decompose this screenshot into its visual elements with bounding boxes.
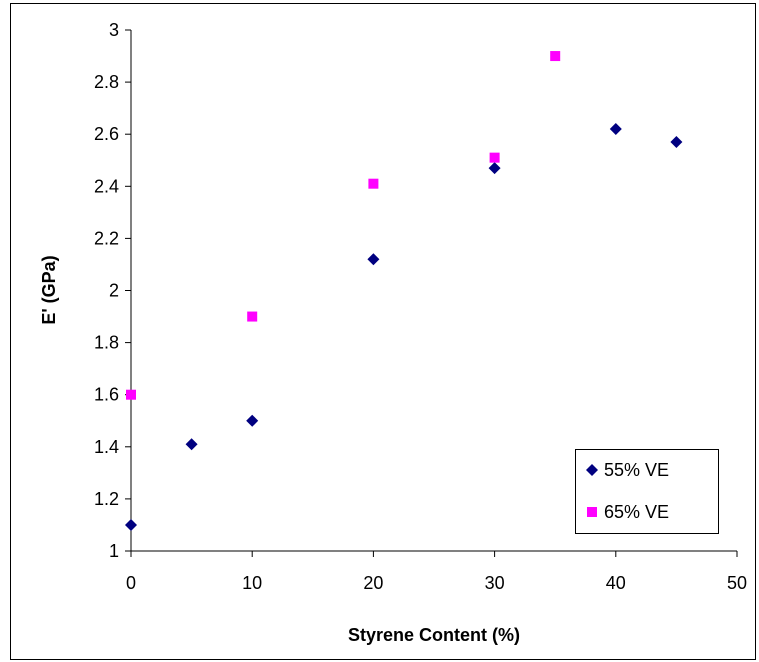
plot-area: 1 1.2 1.4 1.6 1.8 2 2.2 2.4 2.6 2.8 3 0 10 20 30 40 50 (94, 20, 747, 593)
data-point-series-2 (247, 311, 258, 322)
y-tick-label: 2.8 (94, 72, 119, 92)
y-tick-label: 1.8 (94, 333, 119, 353)
legend-marker-series-1 (586, 464, 598, 476)
data-point-series-1 (488, 162, 501, 175)
data-point-series-1 (246, 414, 259, 427)
legend-entries: 55% VE 65% VE (586, 460, 669, 522)
y-ticks: 1 1.2 1.4 1.6 1.8 2 2.2 2.4 2.6 2.8 3 (94, 20, 131, 561)
x-tick-label: 0 (126, 573, 136, 593)
chart-frame (10, 3, 756, 660)
y-tick-label: 1.4 (94, 437, 119, 457)
data-point-series-1 (609, 122, 622, 135)
y-tick-label: 2 (109, 281, 119, 301)
legend: 55% VE 65% VE (575, 449, 719, 534)
legend-label: 55% VE (604, 460, 669, 480)
x-tick-label: 20 (363, 573, 383, 593)
x-ticks: 0 10 20 30 40 50 (126, 551, 747, 593)
legend-box (575, 449, 719, 534)
y-tick-label: 3 (109, 20, 119, 40)
y-tick-label: 2.6 (94, 124, 119, 144)
data-markers (125, 51, 683, 531)
x-tick-label: 30 (485, 573, 505, 593)
y-tick-label: 1.2 (94, 489, 119, 509)
data-point-series-2 (489, 152, 500, 163)
x-tick-label: 40 (606, 573, 626, 593)
y-axis-title: E' (GPa) (39, 255, 59, 324)
data-point-series-1 (125, 518, 137, 531)
legend-label: 65% VE (604, 502, 669, 522)
data-point-series-2 (550, 51, 561, 62)
data-point-series-1 (670, 136, 683, 149)
x-tick-label: 50 (727, 573, 747, 593)
y-tick-label: 2.4 (94, 176, 119, 196)
legend-marker-series-2 (587, 507, 597, 517)
y-tick-label: 2.2 (94, 228, 119, 248)
x-tick-label: 10 (242, 573, 262, 593)
data-point-series-1 (367, 253, 380, 266)
x-axis-title: Styrene Content (%) (348, 625, 520, 645)
y-tick-label: 1.6 (94, 385, 119, 405)
data-point-series-2 (368, 178, 379, 189)
data-point-series-2 (126, 389, 136, 400)
data-point-series-1 (185, 438, 198, 451)
y-tick-label: 1 (109, 541, 119, 561)
